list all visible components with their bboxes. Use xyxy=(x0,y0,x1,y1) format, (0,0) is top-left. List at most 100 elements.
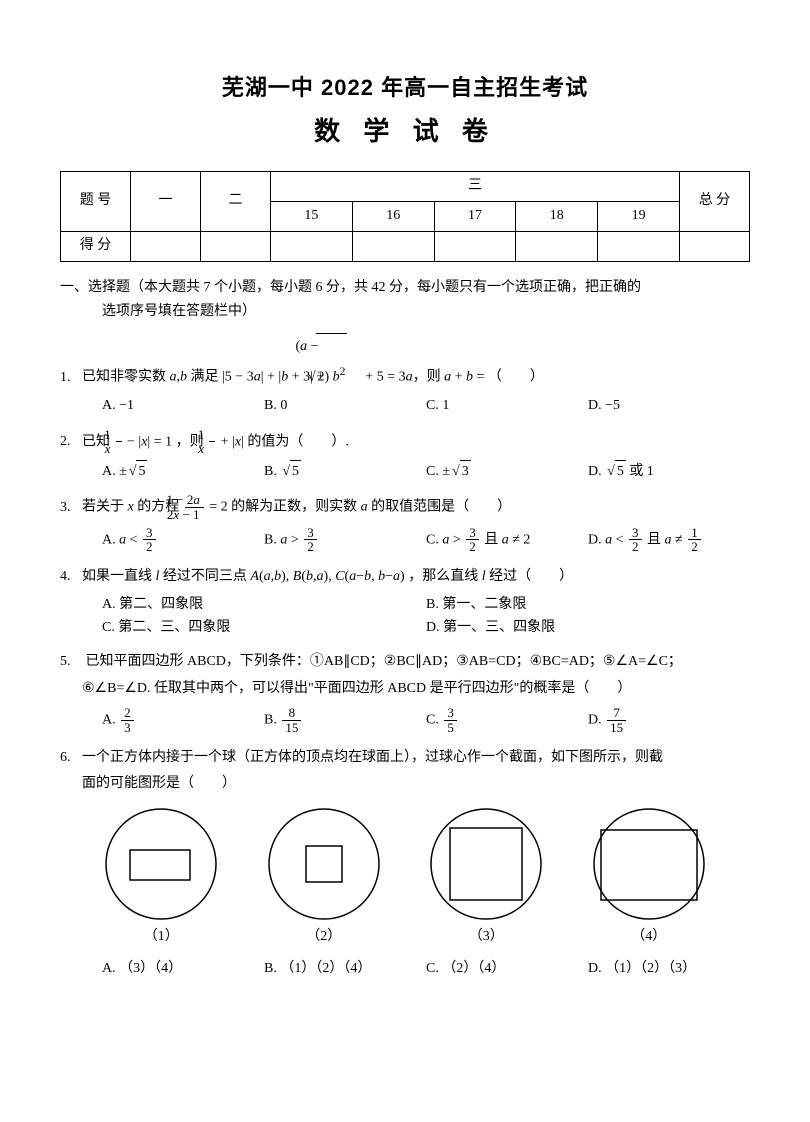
q5-num: 5. xyxy=(60,649,82,676)
question-2: 2.已知 1x − |x| = 1 ，则 1x + |x| 的值为（ ）. xyxy=(60,428,750,456)
q2-optD: D. 5 或 1 xyxy=(588,460,750,483)
question-5: 5. 已知平面四边形 ABCD，下列条件：①AB∥CD；②BC∥AD；③AB=C… xyxy=(60,649,750,702)
blank-cell xyxy=(680,231,750,261)
q2-optB-val: 5 xyxy=(290,460,301,483)
th-16: 16 xyxy=(352,201,434,231)
q5-l1: 已知平面四边形 ABCD，下列条件：①AB∥CD；②BC∥AD；③AB=CD；④… xyxy=(82,654,682,669)
blank-cell xyxy=(516,231,598,261)
q4-t2: 经过不同三点 xyxy=(163,569,247,584)
question-4: 4.如果一直线 l 经过不同三点 A(a,b), B(b,a), C(a−b, … xyxy=(60,564,750,591)
q3-t3: 的解为正数，则实数 xyxy=(231,500,357,515)
q2-options: A. ± 5 B. 5 C. ± 3 D. 5 或 1 xyxy=(60,460,750,483)
q2-optB-pre: B. xyxy=(264,464,280,479)
fig-1: （1） xyxy=(105,808,217,948)
q6-optD: D. （1）（2）（3） xyxy=(588,958,750,980)
blank-cell xyxy=(201,231,271,261)
q5-D-n: 7 xyxy=(607,706,626,721)
q3-optD-pre: D. xyxy=(588,532,605,547)
q2-optA-val: 5 xyxy=(136,460,147,483)
fig-3-label: （3） xyxy=(430,926,542,948)
q5-C-d: 5 xyxy=(444,721,457,735)
section-1-line1: 一、选择题（本大题共 7 个小题，每小题 6 分，共 42 分，每小题只有一个选… xyxy=(60,280,641,295)
fig-4-label: （4） xyxy=(593,926,705,948)
q5-optA: A. 23 xyxy=(102,706,264,734)
q3-optD: D. a < 32 且 a ≠ 12 xyxy=(588,526,750,554)
q2-optC-val: 3 xyxy=(460,460,471,483)
th-3: 三 xyxy=(271,171,680,201)
q3-optC-mid: 且 xyxy=(481,532,502,547)
th-19: 19 xyxy=(598,201,680,231)
q5-l2: ⑥∠B=∠D. 任取其中两个，可以得出"平面四边形 ABCD 是平行四边形"的概… xyxy=(82,681,631,696)
q5-C-n: 3 xyxy=(444,706,457,721)
th-2: 二 xyxy=(201,171,271,231)
q2-optC-pre: C. ± xyxy=(426,464,450,479)
th-15: 15 xyxy=(271,201,353,231)
q6-l1: 一个正方体内接于一个球（正方体的顶点均在球面上），过球心作一个截面，如下图所示，… xyxy=(82,750,663,765)
q2-num: 2. xyxy=(60,429,82,456)
q5-D-d: 15 xyxy=(607,721,626,735)
q2-optD-pre: D. xyxy=(588,464,605,479)
q3-optA: A. a < 32 xyxy=(102,526,264,554)
blank-cell xyxy=(434,231,516,261)
q1-optB: B. 0 xyxy=(264,395,426,417)
fig-4-svg xyxy=(593,808,705,920)
q5-B-n: 8 xyxy=(282,706,301,721)
q6-optB: B. （1）（2）（4） xyxy=(264,958,426,980)
q3-t1: 若关于 xyxy=(82,500,124,515)
q5-optA-pre: A. xyxy=(102,713,119,728)
q3-optD-mid: 且 xyxy=(644,532,665,547)
row-score-label: 得 分 xyxy=(61,231,131,261)
blank-cell xyxy=(352,231,434,261)
q5-optD-pre: D. xyxy=(588,713,605,728)
q1-t1: 已知非零实数 xyxy=(82,370,166,385)
q4-num: 4. xyxy=(60,564,82,591)
fig-3: （3） xyxy=(430,808,542,948)
fig-1-svg xyxy=(105,808,217,920)
q1-num: 1. xyxy=(60,365,82,392)
th-18: 18 xyxy=(516,201,598,231)
q3-options: A. a < 32 B. a > 32 C. a > 32 且 a ≠ 2 D.… xyxy=(60,526,750,554)
q4-optB: B. 第一、二象限 xyxy=(426,594,750,616)
q5-optC-pre: C. xyxy=(426,713,442,728)
q2-t3: 的值为（ ）. xyxy=(247,434,349,449)
q5-optD: D. 715 xyxy=(588,706,750,734)
q4-t1: 如果一直线 xyxy=(82,569,152,584)
fig-1-label: （1） xyxy=(105,926,217,948)
fig-3-svg xyxy=(430,808,542,920)
blank-cell xyxy=(271,231,353,261)
fig-2: （2） xyxy=(268,808,380,948)
q2-optA-pre: A. ± xyxy=(102,464,127,479)
q2-optA: A. ± 5 xyxy=(102,460,264,483)
q5-optB-pre: B. xyxy=(264,713,280,728)
q1-t3: ，则 xyxy=(413,370,441,385)
q1-t2: 满足 xyxy=(191,370,219,385)
q3-optC: C. a > 32 且 a ≠ 2 xyxy=(426,526,588,554)
q2-optD-post: 或 1 xyxy=(626,464,654,479)
q3-optB: B. a > 32 xyxy=(264,526,426,554)
q6-num: 6. xyxy=(60,745,82,772)
q5-optB: B. 815 xyxy=(264,706,426,734)
fig-4: （4） xyxy=(593,808,705,948)
section-1-head: 一、选择题（本大题共 7 个小题，每小题 6 分，共 42 分，每小题只有一个选… xyxy=(60,276,750,324)
q1-optA: A. −1 xyxy=(102,395,264,417)
score-table: 题 号 一 二 三 总 分 15 16 17 18 19 得 分 xyxy=(60,171,750,262)
q6-optA: A. （3）（4） xyxy=(102,958,264,980)
q1-options: A. −1 B. 0 C. 1 D. −5 xyxy=(60,395,750,417)
section-1-line2: 选项序号填在答题栏中） xyxy=(60,300,256,324)
blank-cell xyxy=(598,231,680,261)
q4-t4: 经过（ ） xyxy=(489,569,573,584)
q2-optC: C. ± 3 xyxy=(426,460,588,483)
q4-optC: C. 第二、三、四象限 xyxy=(102,617,426,639)
q4-options: A. 第二、四象限 B. 第一、二象限 C. 第二、三、四象限 D. 第一、三、… xyxy=(60,594,750,639)
q5-options: A. 23 B. 815 C. 35 D. 715 xyxy=(60,706,750,734)
q6-figures: （1） （2） （3） （4） xyxy=(60,808,750,948)
th-1: 一 xyxy=(131,171,201,231)
fig-2-svg xyxy=(268,808,380,920)
q6-l2: 面的可能图形是（ ） xyxy=(82,776,236,791)
q5-B-d: 15 xyxy=(282,721,301,735)
q4-optD: D. 第一、三、四象限 xyxy=(426,617,750,639)
q4-optA: A. 第二、四象限 xyxy=(102,594,426,616)
q3-num: 3. xyxy=(60,495,82,522)
q3-optB-pre: B. xyxy=(264,532,280,547)
blank-cell xyxy=(131,231,201,261)
